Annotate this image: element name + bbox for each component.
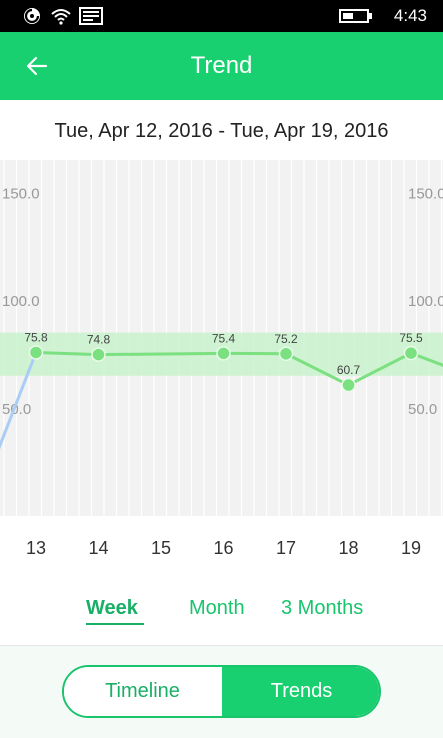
data-label: 75.5 [399, 331, 423, 345]
data-label: 74.8 [87, 333, 111, 347]
bottom-bar: Timeline Trends [0, 645, 443, 738]
data-point [403, 345, 419, 361]
x-tick-label: 15 [150, 538, 172, 558]
status-time: 4:43 [393, 6, 427, 25]
battery-icon [339, 9, 372, 23]
x-tick-label: 17 [275, 538, 297, 558]
data-point [341, 377, 356, 393]
trend-chart[interactable]: 150.0 150.0 100.0 100.0 50.0 50.0 75.8 74.8 75.4… [0, 160, 443, 516]
arrow-left-icon [26, 56, 48, 76]
data-point [91, 347, 106, 362]
x-axis: 13 14 15 16 17 18 19 [0, 516, 443, 580]
page-title: Trend [190, 52, 253, 79]
wifi-icon [51, 9, 71, 25]
data-point [278, 346, 294, 362]
data-label: 60.7 [337, 363, 361, 377]
tab-month[interactable]: Month [189, 597, 245, 619]
app-header: Trend [0, 32, 443, 100]
data-label: 75.8 [24, 330, 48, 344]
data-point [28, 345, 44, 360]
y-tick-label-right: 150.0 [408, 185, 443, 202]
x-tick-label: 19 [400, 538, 422, 558]
timeline-button[interactable]: Timeline [64, 667, 221, 716]
y-tick-label-right: 100.0 [408, 293, 443, 310]
data-label: 75.2 [274, 332, 298, 346]
active-tab-underline [86, 623, 144, 625]
trends-button[interactable]: Trends [222, 667, 379, 716]
data-label: 75.4 [212, 331, 236, 345]
back-button[interactable] [18, 46, 58, 86]
y-tick-label-left: 150.0 [2, 185, 40, 202]
offscreen-segment-in [0, 350, 38, 450]
trend-chart-svg: 150.0 150.0 100.0 100.0 50.0 50.0 75.8 74.8 75.4… [0, 160, 443, 516]
x-tick-label: 14 [88, 538, 109, 558]
range-tabs: Week Month 3 Months [0, 585, 443, 645]
sync-icon [24, 8, 40, 24]
y-tick-label-left: 50.0 [2, 401, 31, 418]
date-range-label: Tue, Apr 12, 2016 - Tue, Apr 19, 2016 [0, 100, 443, 160]
tab-3-months[interactable]: 3 Months [281, 597, 364, 619]
view-toggle: Timeline Trends [62, 665, 381, 718]
x-tick-label: 13 [25, 538, 47, 558]
status-bar: 4:43 [0, 0, 443, 32]
tab-week[interactable]: Week [86, 597, 138, 619]
x-tick-label: 18 [338, 538, 359, 558]
x-tick-label: 16 [213, 538, 234, 558]
series-line [35, 350, 412, 387]
y-tick-label-right: 50.0 [408, 401, 437, 418]
message-icon [79, 7, 103, 25]
data-point [216, 346, 231, 361]
y-tick-label-left: 100.0 [2, 293, 40, 310]
